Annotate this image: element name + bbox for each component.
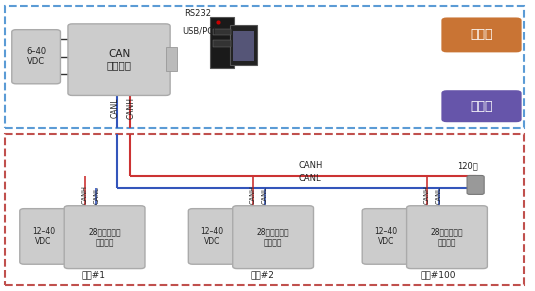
FancyBboxPatch shape [441, 17, 522, 52]
Text: CANL: CANL [262, 186, 268, 204]
FancyBboxPatch shape [20, 209, 67, 264]
FancyBboxPatch shape [407, 206, 487, 269]
Text: 6–40
VDC: 6–40 VDC [26, 47, 46, 66]
FancyBboxPatch shape [233, 206, 314, 269]
Text: CANH: CANH [424, 186, 430, 204]
Text: CANH: CANH [250, 186, 256, 204]
Text: 上位机: 上位机 [470, 29, 493, 41]
FancyBboxPatch shape [213, 29, 231, 35]
Text: 120欧: 120欧 [457, 162, 478, 170]
Text: 闭环#100: 闭环#100 [421, 271, 456, 279]
Text: 闭环#1: 闭环#1 [82, 271, 105, 279]
Text: USB/PCI: USB/PCI [182, 26, 216, 35]
FancyBboxPatch shape [467, 175, 484, 194]
Text: 闭环#2: 闭环#2 [250, 271, 274, 279]
FancyBboxPatch shape [441, 90, 522, 122]
Text: CAN
总线网关: CAN 总线网关 [106, 49, 132, 70]
FancyBboxPatch shape [188, 209, 235, 264]
Text: RS232: RS232 [185, 9, 211, 17]
Text: CANH: CANH [81, 186, 88, 204]
Text: CANH: CANH [127, 97, 136, 119]
Text: 28一体化闭环
步进系统: 28一体化闭环 步进系统 [257, 228, 289, 247]
Text: 12–40
VDC: 12–40 VDC [374, 227, 398, 246]
Text: 12–40
VDC: 12–40 VDC [200, 227, 224, 246]
FancyBboxPatch shape [213, 40, 231, 47]
FancyBboxPatch shape [233, 31, 254, 61]
Text: CANL: CANL [93, 186, 100, 204]
FancyBboxPatch shape [64, 206, 145, 269]
FancyBboxPatch shape [362, 209, 409, 264]
FancyBboxPatch shape [166, 47, 177, 71]
Text: 下位机: 下位机 [470, 100, 493, 113]
FancyBboxPatch shape [68, 24, 170, 95]
Text: CANL: CANL [435, 186, 442, 204]
Text: CANL: CANL [299, 175, 322, 183]
FancyBboxPatch shape [210, 17, 234, 68]
FancyBboxPatch shape [230, 25, 257, 65]
Text: 28一体化闭环
步进系统: 28一体化闭环 步进系统 [431, 228, 463, 247]
Text: CANH: CANH [298, 162, 323, 170]
Text: CANL: CANL [111, 97, 119, 118]
Text: 28一体化闭环
步进系统: 28一体化闭环 步进系统 [88, 228, 121, 247]
Text: 12–40
VDC: 12–40 VDC [32, 227, 55, 246]
FancyBboxPatch shape [12, 30, 60, 84]
